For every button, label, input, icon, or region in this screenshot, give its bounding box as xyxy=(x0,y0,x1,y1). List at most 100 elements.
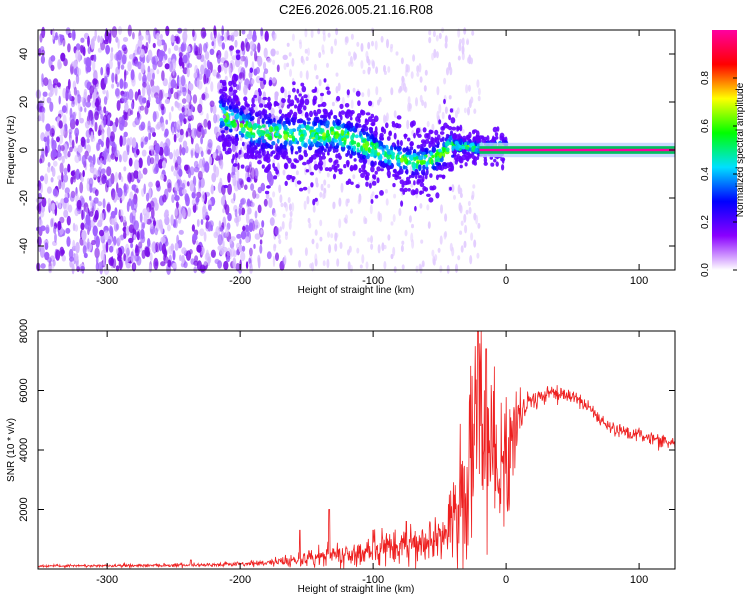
spectrogram-cell xyxy=(50,177,54,183)
spectrogram-cell xyxy=(445,140,451,146)
spectrogram-cell xyxy=(98,166,102,177)
spectrogram-cell xyxy=(289,102,295,107)
spectrogram-cell xyxy=(317,104,321,108)
spectrogram-cell xyxy=(167,259,172,268)
spectrogram-cell xyxy=(124,102,129,113)
spectrogram-cell xyxy=(156,39,163,47)
spectrogram-cell xyxy=(325,123,330,129)
spectrogram-cell xyxy=(47,197,51,206)
spectrogram-cell xyxy=(415,97,418,107)
spectrogram-cell xyxy=(288,203,292,211)
spectrogram-cell xyxy=(261,124,266,128)
spectrogram-cell xyxy=(296,180,302,185)
spectrogram-cell xyxy=(404,229,408,237)
spectrogram-cell xyxy=(114,53,118,61)
spectrogram-cell xyxy=(246,33,253,40)
spectrogram-cell xyxy=(219,88,224,94)
spectrogram-cell xyxy=(192,94,198,104)
spectrogram-cell xyxy=(313,63,317,71)
spectrogram-cell xyxy=(276,119,282,124)
spectrogram-cell xyxy=(335,27,339,36)
spectrogram-cell xyxy=(378,96,382,103)
spectrogram-cell xyxy=(92,59,96,72)
spectrogram-cell xyxy=(90,131,94,143)
x-tick-label: 100 xyxy=(630,275,648,287)
spectrogram-cell xyxy=(173,157,177,165)
spectrogram-cell xyxy=(233,192,236,202)
spectrogram-cell xyxy=(431,249,435,257)
spectrogram-cell xyxy=(128,224,135,234)
spectrogram-cell xyxy=(276,50,279,55)
spectrogram-cell xyxy=(330,233,334,239)
spectrogram-cell xyxy=(163,211,169,219)
spectrogram-cell xyxy=(176,120,181,130)
spectrogram-cell xyxy=(120,64,125,70)
spectrogram-cell xyxy=(469,255,473,265)
spectrogram-cell xyxy=(423,156,427,160)
spectrogram-cell xyxy=(76,199,82,210)
spectrogram-cell xyxy=(470,232,474,241)
spectrogram-cell xyxy=(371,123,375,127)
spectrogram-cell xyxy=(291,202,295,212)
spectrogram-cell xyxy=(210,249,216,258)
spectrogram-cell xyxy=(84,79,90,89)
spectrogram-cell xyxy=(303,105,307,111)
spectrogram-cell xyxy=(434,152,438,158)
spectrogram-cell xyxy=(350,181,354,185)
spectrogram-cell xyxy=(348,245,352,253)
spectrogram-cell xyxy=(315,75,319,80)
spectrogram-cell xyxy=(148,181,153,188)
spectrogram-cell xyxy=(148,264,152,273)
spectrogram-cell xyxy=(313,121,318,126)
spectrogram-cell xyxy=(114,144,118,156)
spectrogram-cell xyxy=(328,114,331,120)
spectrogram-cell xyxy=(149,127,156,134)
spectrogram-cell xyxy=(194,64,199,75)
spectrogram-cell xyxy=(235,49,241,54)
spectrogram-cell xyxy=(472,184,476,189)
spectrogram-cell xyxy=(322,32,326,42)
spectrogram-cell xyxy=(181,146,186,156)
spectrogram-cell xyxy=(230,112,235,116)
spectrogram-cell xyxy=(373,130,378,137)
spectrogram-cell xyxy=(384,189,388,194)
spectrogram-cell xyxy=(260,142,266,150)
spectrogram-cell xyxy=(362,159,367,165)
spectrogram-cell xyxy=(97,129,101,137)
x-tick-label: -300 xyxy=(96,275,118,287)
spectrogram-cell xyxy=(463,213,467,223)
spectrogram-cell xyxy=(59,216,65,224)
spectrogram-cell xyxy=(88,155,93,163)
spectrogram-cell xyxy=(99,157,103,169)
spectrogram-cell xyxy=(435,35,439,42)
spectrogram-cell xyxy=(152,111,157,123)
spectrogram-cell xyxy=(92,225,98,237)
spectrogram-cell xyxy=(194,255,199,263)
spectrogram-cell xyxy=(134,159,140,171)
spectrogram-cell xyxy=(360,110,366,116)
spectrogram-cell xyxy=(56,82,61,88)
spectrogram-cell xyxy=(265,129,270,136)
spectrogram-cell xyxy=(309,126,315,130)
spectrogram-cell xyxy=(186,67,190,78)
spectrogram-cell xyxy=(313,163,319,171)
spectrogram-cell xyxy=(246,144,250,151)
spectrogram-cell xyxy=(196,126,202,138)
spectrogram-cell xyxy=(119,209,124,218)
spectrogram-cell xyxy=(260,27,264,37)
spectrogram-cell xyxy=(445,147,450,153)
spectrogram-cell xyxy=(109,29,112,37)
spectrogram-cell xyxy=(74,94,78,106)
spectrogram-cell xyxy=(285,155,289,161)
spectrogram-cell xyxy=(223,137,228,143)
spectrogram-cell xyxy=(294,178,298,188)
spectrogram-cell xyxy=(254,167,259,179)
spectrogram-cell xyxy=(336,95,341,102)
spectrogram-cell xyxy=(264,168,268,173)
spectrogram-cell xyxy=(75,168,80,180)
spectrogram-cell xyxy=(266,157,271,164)
spectrogram-cell xyxy=(71,29,76,41)
spectrogram-cell xyxy=(265,192,270,200)
spectrogram-cell xyxy=(473,239,477,248)
spectrogram-cell xyxy=(123,81,128,89)
